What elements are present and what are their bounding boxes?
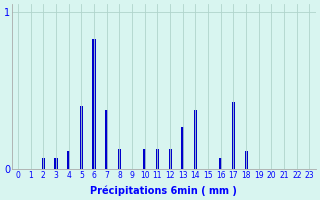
Bar [143, 149, 146, 169]
Bar [244, 151, 248, 169]
Bar [42, 158, 45, 169]
Bar [105, 110, 108, 169]
Bar [156, 149, 159, 169]
Bar [194, 110, 197, 169]
Bar [181, 127, 184, 169]
Bar [118, 149, 121, 169]
Bar [232, 102, 235, 169]
Bar [80, 106, 83, 169]
X-axis label: Précipitations 6min ( mm ): Précipitations 6min ( mm ) [90, 185, 237, 196]
Bar [67, 151, 70, 169]
Bar [92, 39, 96, 169]
Bar [54, 158, 58, 169]
Bar [169, 149, 172, 169]
Bar [219, 158, 222, 169]
